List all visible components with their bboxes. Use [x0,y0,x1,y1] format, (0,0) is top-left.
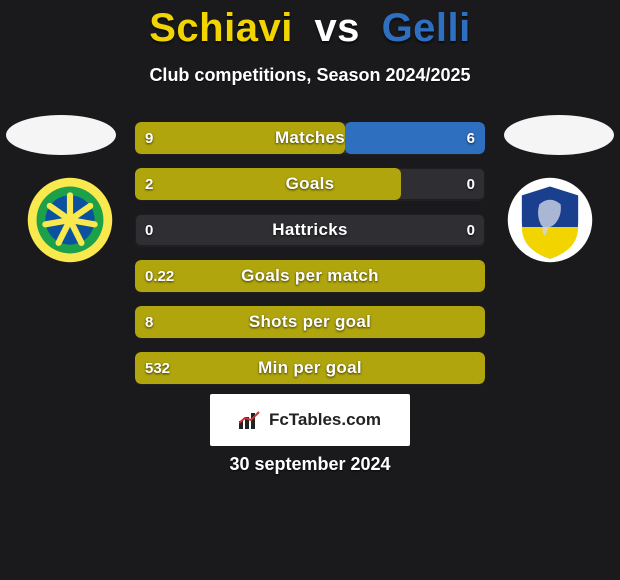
stat-fill-left [135,168,401,200]
stat-row: 96Matches [135,122,485,154]
subtitle: Club competitions, Season 2024/2025 [0,65,620,86]
brand-box[interactable]: FcTables.com [210,394,410,446]
stat-value-right: 0 [457,168,485,200]
player2-photo [504,115,614,155]
player2-name: Gelli [382,6,471,50]
stat-fill-left [135,260,485,292]
player1-name: Schiavi [149,6,293,50]
brand-text: FcTables.com [269,410,381,430]
player1-photo [6,115,116,155]
stat-label: Hattricks [135,214,485,246]
stat-row: 532Min per goal [135,352,485,384]
stat-row: 0.22Goals per match [135,260,485,292]
stat-value-right: 0 [457,214,485,246]
stat-fill-left [135,122,345,154]
page-title: Schiavi vs Gelli [0,0,620,51]
stats-bars: 96Matches20Goals00Hattricks0.22Goals per… [135,122,485,398]
comparison-card: Schiavi vs Gelli Club competitions, Seas… [0,0,620,580]
stat-fill-left [135,306,485,338]
club-badge-left [26,176,114,264]
brand-chart-icon [239,411,263,429]
club-badge-right-icon [506,176,594,264]
stat-row: 20Goals [135,168,485,200]
stat-row: 0 0Hattricks [135,214,485,246]
vs-label: vs [314,6,360,50]
club-badge-left-icon [26,176,114,264]
footer-date: 30 september 2024 [0,454,620,475]
stat-fill-right [345,122,485,154]
stat-value-left: 0 [135,214,163,246]
stat-fill-left [135,352,485,384]
club-badge-right [506,176,594,264]
stat-row: 8Shots per goal [135,306,485,338]
